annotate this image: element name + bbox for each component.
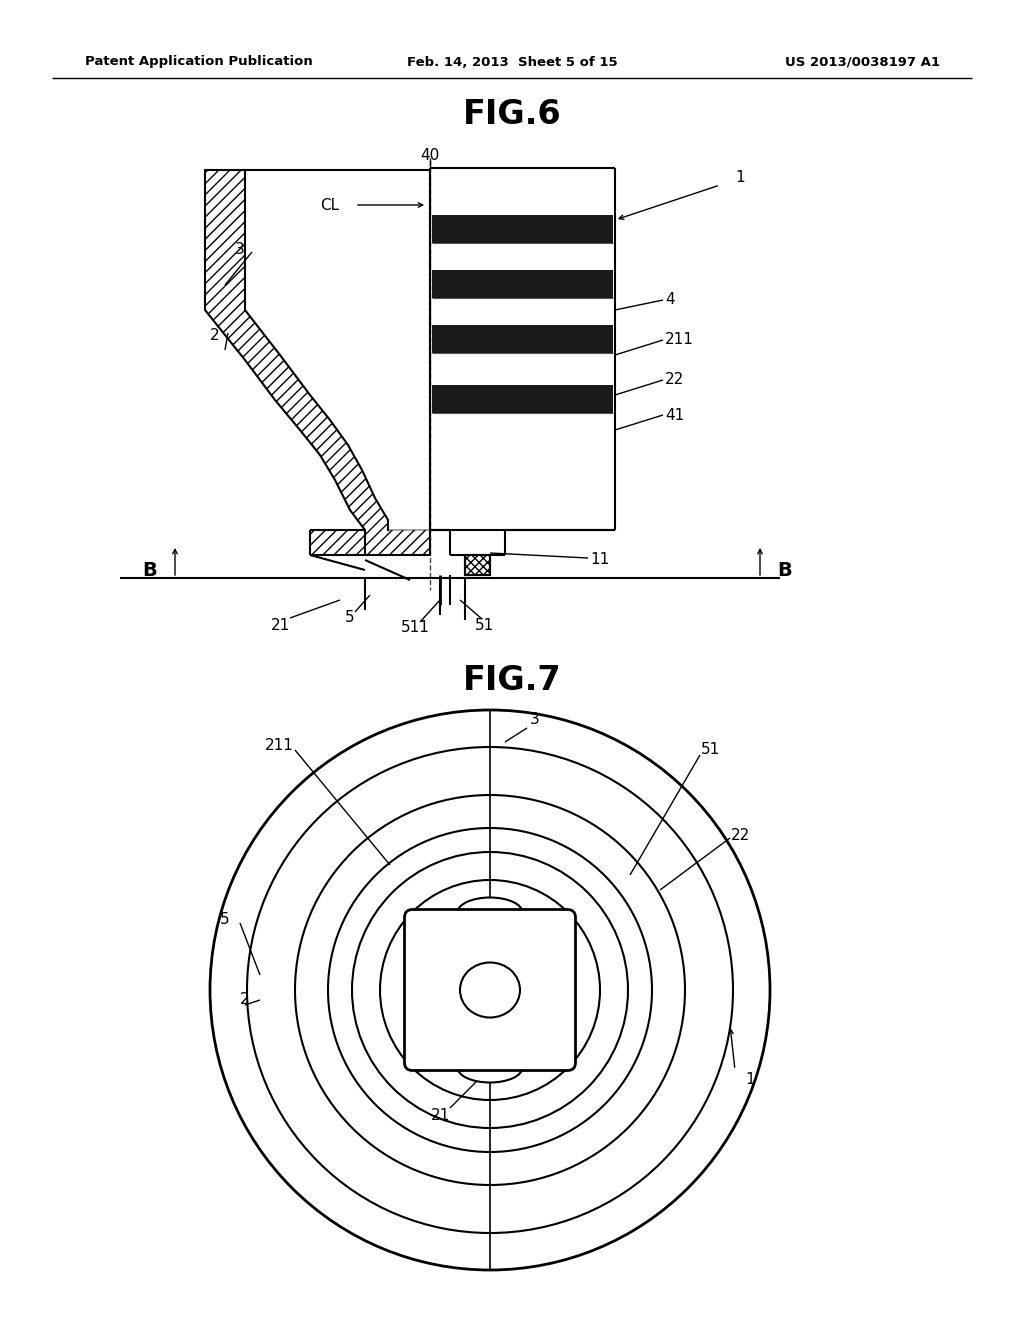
Text: 51: 51 (700, 742, 720, 758)
Text: 1: 1 (745, 1072, 755, 1088)
Text: 3: 3 (236, 243, 245, 257)
Text: 21: 21 (430, 1107, 450, 1122)
Text: 51: 51 (475, 618, 495, 632)
Text: Feb. 14, 2013  Sheet 5 of 15: Feb. 14, 2013 Sheet 5 of 15 (407, 55, 617, 69)
Text: 22: 22 (730, 828, 750, 842)
Text: 22: 22 (665, 372, 684, 388)
Text: CL: CL (321, 198, 340, 213)
Bar (432, 215, 613, 243)
Text: FIG.7: FIG.7 (463, 664, 561, 697)
Text: 11: 11 (590, 553, 609, 568)
Text: 2: 2 (241, 993, 250, 1007)
Text: US 2013/0038197 A1: US 2013/0038197 A1 (785, 55, 940, 69)
Text: Patent Application Publication: Patent Application Publication (85, 55, 312, 69)
Text: B: B (142, 561, 158, 579)
Text: 1: 1 (735, 170, 744, 186)
Bar (432, 325, 613, 352)
FancyBboxPatch shape (404, 909, 575, 1071)
Bar (432, 385, 613, 413)
Ellipse shape (458, 1052, 522, 1082)
Text: 511: 511 (400, 620, 429, 635)
Text: 41: 41 (665, 408, 684, 422)
Text: 3: 3 (530, 713, 540, 727)
Text: 5: 5 (220, 912, 229, 928)
Text: 21: 21 (270, 618, 290, 632)
Text: 211: 211 (265, 738, 294, 752)
Bar (465, 554, 490, 576)
Text: 5: 5 (345, 610, 354, 626)
Text: 211: 211 (665, 333, 694, 347)
Ellipse shape (458, 898, 522, 928)
Text: 4: 4 (665, 293, 675, 308)
Bar (432, 271, 613, 298)
Text: 2: 2 (210, 327, 220, 342)
Text: B: B (777, 561, 793, 579)
Text: FIG.6: FIG.6 (463, 99, 561, 132)
Text: 40: 40 (421, 148, 439, 162)
